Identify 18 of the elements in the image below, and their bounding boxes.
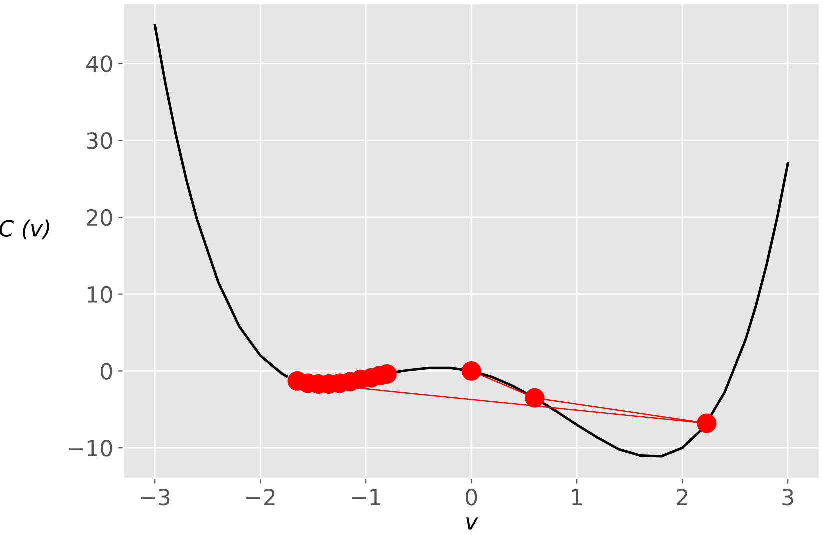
y-axis-title: C (v) [0,220,50,240]
point [525,388,545,408]
point [697,414,717,434]
y-tick-label: 20 [87,209,112,226]
y-tick-label: −10 [69,440,112,457]
point [462,361,482,381]
x-tick-label: −1 [352,489,380,506]
y-tick-label: 40 [86,56,112,72]
y-tick-label: 10 [88,286,112,304]
x-axis-title: v [466,518,478,530]
x-tick-label: 1 [572,489,582,506]
x-tick-label: 2 [677,488,688,506]
x-tick-label: −3 [141,488,170,506]
y-tick-label: 30 [87,132,112,150]
y-tick-label: 0 [101,363,112,380]
x-tick-label: −2 [246,488,275,506]
x-tick-label: 3 [782,488,794,506]
x-tick-label: 0 [466,488,478,506]
